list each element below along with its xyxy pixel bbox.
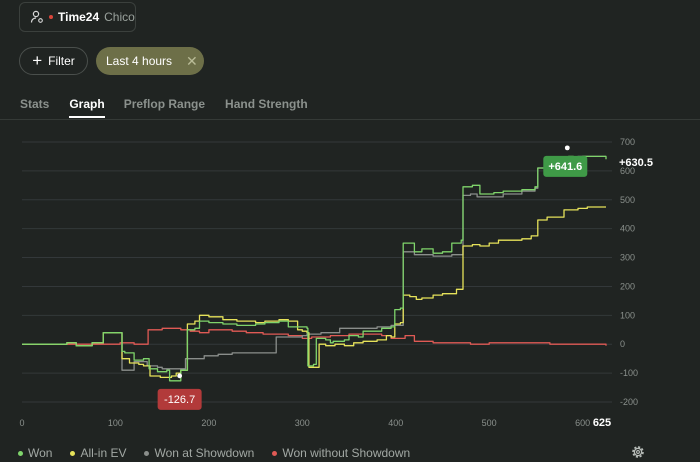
x-tick-label: 300 <box>295 418 310 428</box>
legend-swatch-won-without-showdown <box>272 450 278 456</box>
x-tick-label: 0 <box>19 418 24 428</box>
y-tick-label: 700 <box>620 137 635 147</box>
legend-item-won-without-showdown[interactable]: Won without Showdown <box>272 446 410 460</box>
x-tick-label: 200 <box>201 418 216 428</box>
x-tick-label: 400 <box>388 418 403 428</box>
marker-label: -126.7 <box>164 394 195 406</box>
legend-label-won-at-showdown: Won at Showdown <box>154 446 255 460</box>
tab-divider <box>0 119 700 120</box>
legend-item-allin-ev[interactable]: All-in EV <box>70 446 126 460</box>
y-tick-label: 300 <box>620 253 635 263</box>
y-tick-label: 600 <box>620 166 635 176</box>
tab-graph[interactable]: Graph <box>69 97 105 118</box>
x-tick-label: 600 <box>575 418 590 428</box>
x-tick-label: 500 <box>482 418 497 428</box>
marker-label: +641.6 <box>548 161 582 173</box>
player-selector[interactable]: Time24 Chico <box>19 2 136 32</box>
legend-label-won-without-showdown: Won without Showdown <box>282 446 411 460</box>
player-name: Time24 <box>58 10 100 24</box>
x-tick-label: 100 <box>108 418 123 428</box>
y-tick-label: 400 <box>620 224 635 234</box>
status-dot <box>49 15 53 19</box>
series-line-won-at-showdown <box>22 155 606 371</box>
legend-item-won[interactable]: Won <box>18 446 52 460</box>
current-total-label: +630.5 <box>619 157 653 169</box>
series-line-won-without-showdown <box>22 327 607 346</box>
legend-label-won: Won <box>28 446 53 460</box>
time-range-label: Last 4 hours <box>106 54 173 68</box>
y-tick-label: 0 <box>620 339 625 349</box>
x-tick-label-current: 625 <box>593 417 611 429</box>
chart-legend: Won All-in EV Won at Showdown Won withou… <box>18 446 410 460</box>
legend-swatch-won <box>18 450 23 456</box>
plus-icon: + <box>32 50 43 70</box>
marker-dot <box>564 145 570 151</box>
legend-swatch-won-at-showdown <box>144 450 150 456</box>
time-range-chip[interactable]: Last 4 hours ✕ <box>96 47 204 75</box>
tab-preflop-range[interactable]: Preflop Range <box>123 97 206 111</box>
user-settings-icon <box>30 10 43 23</box>
legend-item-won-at-showdown[interactable]: Won at Showdown <box>144 446 254 460</box>
y-tick-label: -100 <box>620 368 638 378</box>
filter-button[interactable]: + Filter <box>19 47 88 75</box>
tab-bar: Stats Graph Preflop Range Hand Strength <box>20 97 328 118</box>
y-tick-label: 500 <box>620 195 635 205</box>
y-tick-label: 200 <box>620 281 635 291</box>
legend-label-allin-ev: All-in EV <box>80 446 127 460</box>
legend-swatch-allin-ev <box>70 450 76 456</box>
filter-label: Filter <box>48 54 75 68</box>
marker-badge <box>543 155 588 177</box>
tab-hand-strength[interactable]: Hand Strength <box>225 97 308 111</box>
series-line-won <box>22 155 607 382</box>
gear-icon[interactable] <box>630 444 646 460</box>
marker-dot <box>177 373 183 379</box>
profit-graph[interactable]: 700 600 500 400 300 200 100 0 -100 -200 0 100 200 300… <box>0 120 700 440</box>
player-site: Chico <box>104 10 135 24</box>
y-tick-label: 100 <box>620 310 635 320</box>
series-line-all-in-ev <box>22 206 606 379</box>
tab-stats[interactable]: Stats <box>20 97 50 111</box>
close-icon[interactable]: ✕ <box>186 52 198 69</box>
marker-badge <box>157 388 202 410</box>
y-tick-label: -200 <box>620 397 638 407</box>
